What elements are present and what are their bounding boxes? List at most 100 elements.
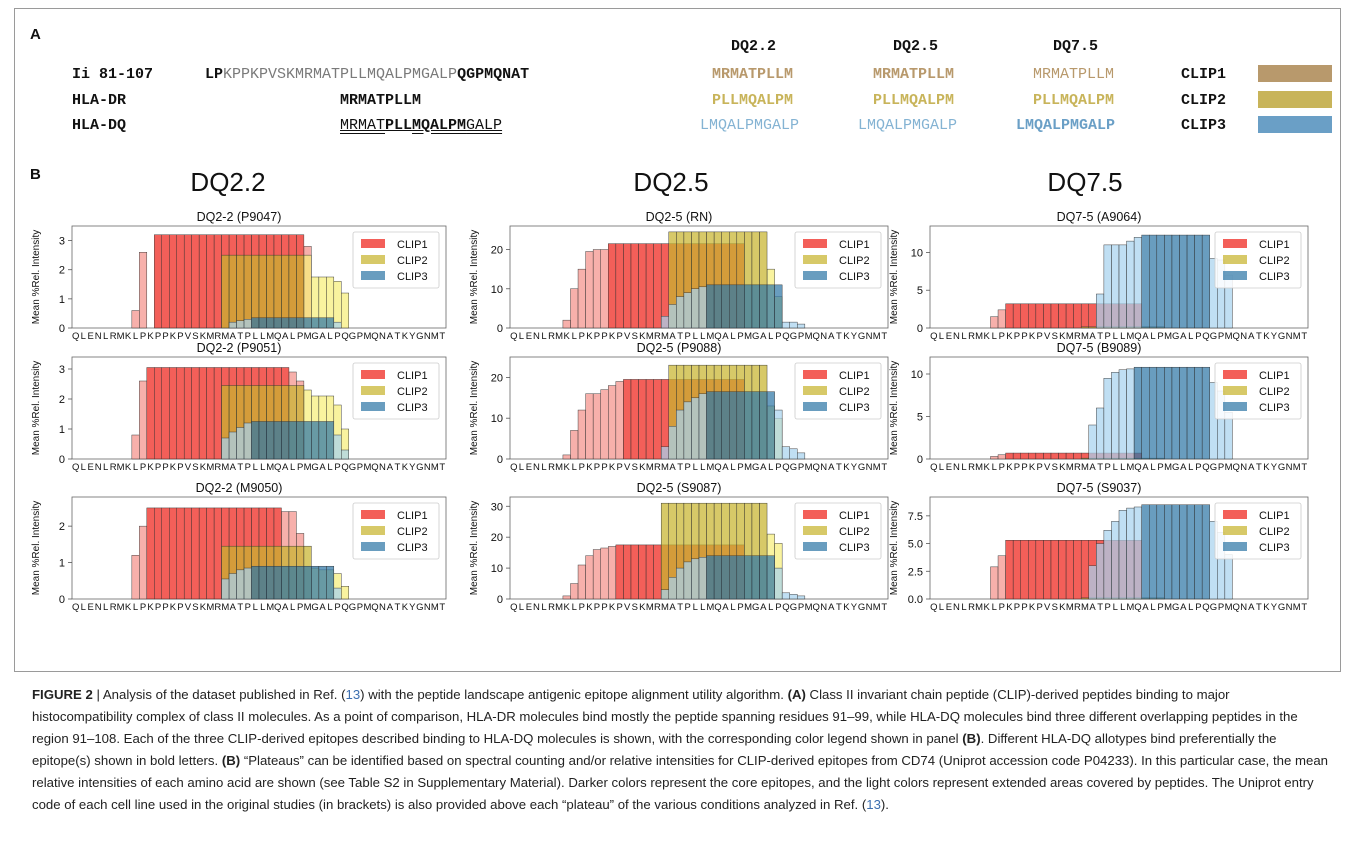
bar-clip1-core	[1073, 540, 1082, 600]
legend-label-clip3: CLIP3	[1259, 542, 1290, 554]
x-tick-label: G	[752, 331, 759, 342]
x-tick-label: M	[304, 331, 312, 342]
x-tick-label: K	[402, 331, 409, 342]
x-tick-label: P	[162, 331, 168, 342]
x-tick-label: L	[693, 331, 698, 342]
x-tick-label: L	[1188, 602, 1193, 613]
bar-clip3-core	[1141, 504, 1150, 600]
x-tick-label: P	[297, 602, 303, 613]
y-axis-label: Mean %Rel. Intensity	[31, 361, 42, 456]
clip1-swatch	[1258, 65, 1332, 82]
caption-panel-ref: (B)	[221, 753, 241, 768]
x-tick-label: R	[548, 602, 555, 613]
x-tick-label: L	[693, 462, 698, 473]
x-tick-label: L	[992, 602, 997, 613]
bar-clip1-ext	[608, 546, 617, 600]
x-tick-label: P	[999, 462, 1005, 473]
x-tick-label: R	[1074, 331, 1081, 342]
chart-title: DQ2-2 (M9050)	[196, 481, 283, 495]
bar-clip3-core	[1201, 366, 1210, 460]
x-tick-label: M	[117, 602, 125, 613]
x-tick-label: A	[669, 602, 676, 613]
chart-title: DQ7-5 (S9037)	[1057, 481, 1142, 495]
bar-clip2-core	[660, 502, 669, 600]
bar-clip3-core	[1201, 234, 1210, 329]
bar-clip1-core	[1005, 452, 1014, 460]
legend-label-clip2: CLIP2	[1259, 255, 1290, 267]
bar-clip1-core	[653, 544, 662, 600]
x-tick-label: Q	[510, 462, 517, 473]
x-tick-label: L	[103, 602, 108, 613]
y-tick-label: 10	[491, 284, 503, 296]
x-tick-label: Q	[72, 331, 79, 342]
row-label-ii: Ii 81-107	[72, 66, 154, 83]
x-tick-label: P	[616, 462, 622, 473]
x-tick-label: N	[953, 602, 960, 613]
x-tick-label: P	[140, 331, 146, 342]
x-tick-label: V	[1044, 462, 1051, 473]
legend-swatch-clip1	[803, 370, 827, 379]
y-axis-label: Mean %Rel. Intensity	[889, 501, 900, 596]
x-tick-label: M	[206, 462, 214, 473]
bar-clip3-core	[326, 317, 335, 329]
x-tick-label: G	[858, 602, 865, 613]
bar-clip2-core	[243, 254, 252, 329]
ii-sequence: LPKPPKPVSKMRMATPLLMQALPMGALPQGPMQNAT	[205, 66, 530, 83]
bar-clip1-ext	[990, 456, 999, 460]
legend-label-clip1: CLIP1	[839, 510, 870, 522]
x-tick-label: P	[684, 331, 690, 342]
bar-clip3-core	[273, 317, 282, 329]
bar-clip3-ext	[668, 577, 677, 600]
bar-clip3-core	[1171, 504, 1180, 600]
chart-title: DQ2-2 (P9047)	[197, 210, 282, 224]
bar-clip3-core	[266, 421, 275, 460]
x-tick-label: L	[961, 462, 966, 473]
x-tick-label: L	[1188, 462, 1193, 473]
x-tick-label: M	[744, 602, 752, 613]
x-tick-label: M	[975, 331, 983, 342]
x-tick-label: P	[1195, 602, 1201, 613]
bar-clip1-core	[623, 243, 632, 329]
x-tick-label: N	[866, 602, 873, 613]
bar-clip3-ext	[228, 431, 237, 460]
x-tick-label: K	[843, 331, 850, 342]
x-tick-label: Q	[1202, 462, 1209, 473]
x-tick-label: G	[1172, 602, 1179, 613]
caption-ref-link[interactable]: 13	[345, 687, 361, 702]
x-tick-label: Q	[930, 462, 937, 473]
x-tick-label: A	[722, 462, 729, 473]
x-tick-label: K	[147, 602, 154, 613]
x-tick-label: L	[541, 331, 546, 342]
col-header-dq25: DQ2.5	[893, 38, 939, 55]
bar-clip1-core	[176, 367, 185, 460]
bar-clip1-core	[198, 234, 207, 329]
y-tick-label: 3	[59, 364, 65, 376]
bar-clip3-ext	[1111, 521, 1120, 600]
x-tick-label: L	[133, 462, 138, 473]
x-tick-label: T	[237, 602, 243, 613]
y-tick-label: 1	[59, 558, 65, 570]
caption-ref-link[interactable]: 13	[866, 797, 881, 812]
y-tick-label: 7.5	[908, 511, 923, 523]
x-tick-label: R	[968, 331, 975, 342]
bar-clip1-ext	[131, 434, 140, 460]
bar-clip3-ext	[668, 426, 677, 460]
bar-clip1-core	[1073, 303, 1082, 329]
x-tick-label: P	[616, 331, 622, 342]
bar-clip3-core	[1149, 504, 1158, 600]
x-tick-label: P	[334, 602, 340, 613]
x-tick-label: P	[245, 602, 251, 613]
x-tick-label: A	[282, 462, 289, 473]
x-tick-label: G	[790, 331, 797, 342]
x-tick-label: A	[1089, 462, 1096, 473]
bar-clip1-core	[630, 544, 639, 600]
caption-text: | Analysis of the dataset published in R…	[92, 687, 346, 702]
x-tick-label: M	[1164, 331, 1172, 342]
caption-panel-ref: (B)	[962, 731, 981, 746]
bar-clip1-ext	[585, 251, 594, 329]
y-tick-label: 0	[497, 594, 503, 606]
bar-clip1-ext	[585, 393, 594, 460]
x-tick-label: L	[768, 602, 773, 613]
bar-clip1-ext	[131, 555, 140, 600]
bar-clip3-core	[744, 284, 753, 329]
